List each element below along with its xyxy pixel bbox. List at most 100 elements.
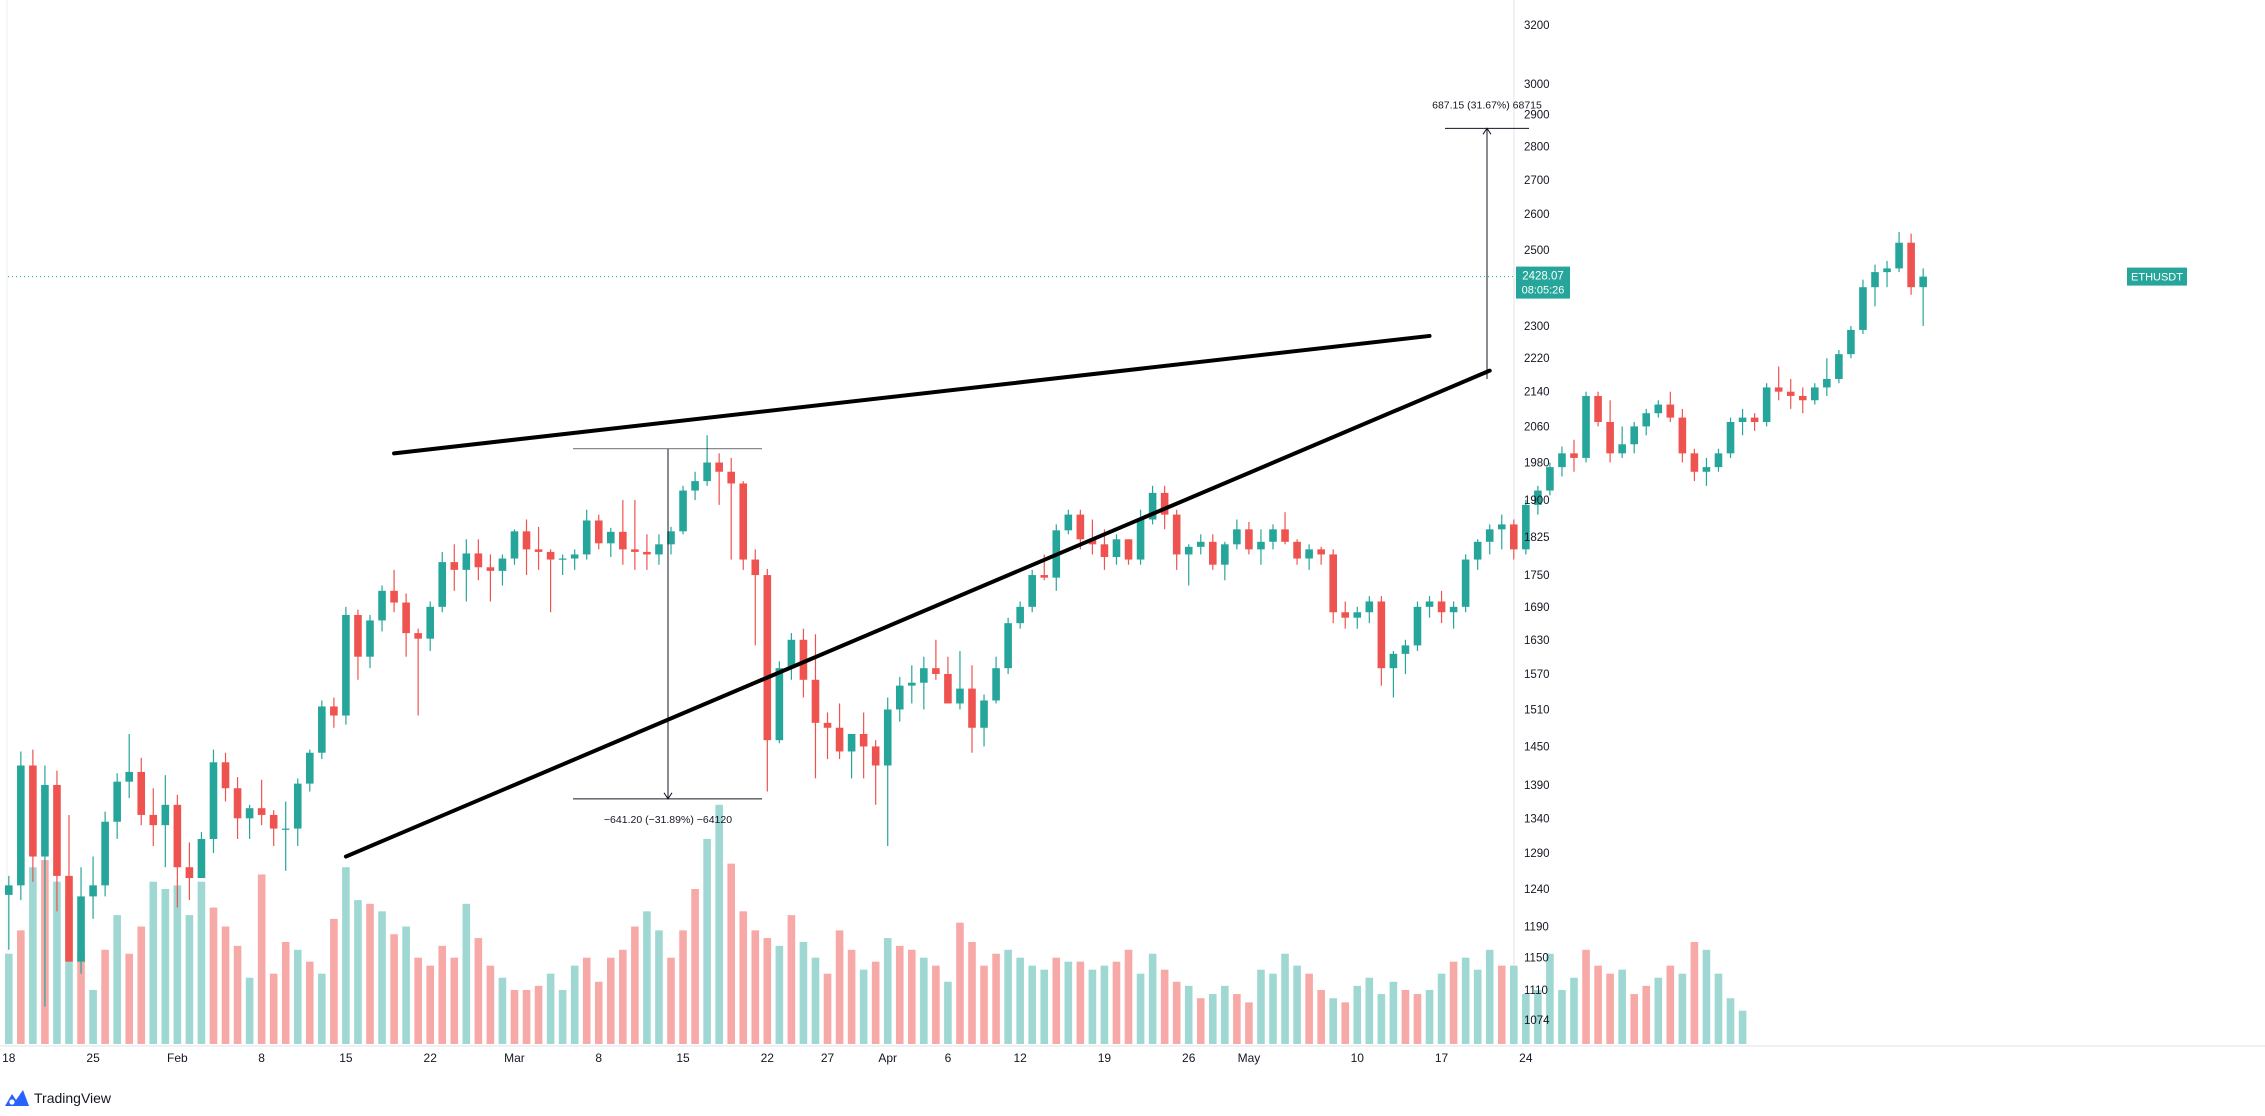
candle-body[interactable] bbox=[390, 590, 398, 603]
candle[interactable] bbox=[17, 751, 25, 901]
candle[interactable] bbox=[703, 435, 711, 486]
candle-body[interactable] bbox=[1702, 467, 1711, 472]
candle[interactable] bbox=[1437, 590, 1446, 624]
candle[interactable] bbox=[871, 740, 880, 805]
candle[interactable] bbox=[1774, 366, 1783, 401]
candle-body[interactable] bbox=[510, 531, 519, 559]
candle[interactable] bbox=[619, 500, 627, 565]
candle[interactable] bbox=[161, 775, 170, 868]
candle[interactable] bbox=[1726, 417, 1735, 458]
candle-body[interactable] bbox=[1895, 242, 1903, 269]
candle[interactable] bbox=[1642, 408, 1651, 436]
candle-body[interactable] bbox=[342, 614, 350, 716]
candle[interactable] bbox=[1883, 260, 1891, 288]
candle[interactable] bbox=[920, 656, 928, 710]
candle[interactable] bbox=[859, 712, 868, 779]
candle-body[interactable] bbox=[1811, 387, 1819, 401]
candle-body[interactable] bbox=[1401, 645, 1410, 654]
candle[interactable] bbox=[1919, 268, 1927, 326]
candle-body[interactable] bbox=[474, 553, 483, 568]
price-axis[interactable]: 3200 3000 2900 2800 2700 2600 2500 2300 2220 2140… bbox=[1524, 20, 1550, 1027]
candle[interactable] bbox=[1678, 408, 1687, 463]
candle-body[interactable] bbox=[1196, 541, 1205, 547]
candle-body[interactable] bbox=[1281, 529, 1289, 542]
candle[interactable] bbox=[883, 697, 892, 846]
candle[interactable] bbox=[1823, 358, 1831, 396]
candle-body[interactable] bbox=[1317, 549, 1325, 555]
candle-body[interactable] bbox=[1594, 395, 1602, 422]
candle-body[interactable] bbox=[1510, 524, 1518, 550]
candle-body[interactable] bbox=[763, 575, 772, 741]
candle[interactable] bbox=[823, 712, 832, 760]
candle[interactable] bbox=[29, 749, 37, 882]
candle-body[interactable] bbox=[77, 896, 85, 962]
candle[interactable] bbox=[1582, 391, 1590, 463]
candle-body[interactable] bbox=[257, 808, 266, 815]
candle[interactable] bbox=[1413, 601, 1422, 652]
candle-body[interactable] bbox=[1004, 623, 1012, 669]
candlesticks[interactable] bbox=[5, 231, 1927, 1007]
candle[interactable] bbox=[1835, 350, 1843, 384]
candle[interactable] bbox=[546, 549, 555, 613]
candle-body[interactable] bbox=[438, 562, 447, 607]
candle[interactable] bbox=[631, 500, 639, 570]
candle-body[interactable] bbox=[703, 462, 711, 482]
candle[interactable] bbox=[342, 606, 350, 725]
candle[interactable] bbox=[1064, 509, 1073, 535]
candle-body[interactable] bbox=[354, 614, 362, 657]
candle[interactable] bbox=[221, 752, 230, 802]
candle[interactable] bbox=[1377, 596, 1386, 686]
candle-body[interactable] bbox=[1798, 395, 1807, 401]
candle-body[interactable] bbox=[739, 483, 748, 560]
candle-body[interactable] bbox=[751, 559, 760, 576]
candle-body[interactable] bbox=[1774, 387, 1783, 392]
candle[interactable] bbox=[185, 842, 194, 901]
candle[interactable] bbox=[655, 534, 663, 565]
candle[interactable] bbox=[679, 485, 687, 535]
candle[interactable] bbox=[402, 593, 410, 657]
candle[interactable] bbox=[498, 554, 507, 586]
candle-body[interactable] bbox=[1786, 391, 1795, 396]
candle-body[interactable] bbox=[594, 520, 603, 544]
candle[interactable] bbox=[101, 811, 109, 897]
candle-body[interactable] bbox=[41, 784, 49, 857]
candle[interactable] bbox=[1690, 448, 1699, 482]
candle[interactable] bbox=[1618, 426, 1626, 458]
candle[interactable] bbox=[522, 519, 531, 576]
candle-body[interactable] bbox=[908, 682, 916, 686]
candle[interactable] bbox=[847, 733, 856, 779]
candle-body[interactable] bbox=[1172, 514, 1181, 555]
candle[interactable] bbox=[1341, 601, 1350, 629]
candle-body[interactable] bbox=[161, 804, 170, 826]
candle-body[interactable] bbox=[330, 706, 338, 716]
candle-body[interactable] bbox=[293, 783, 302, 829]
candle-body[interactable] bbox=[1040, 575, 1049, 578]
candle[interactable] bbox=[390, 569, 398, 613]
candle-body[interactable] bbox=[1919, 276, 1927, 288]
candle-body[interactable] bbox=[125, 771, 133, 782]
candle-body[interactable] bbox=[366, 620, 374, 657]
candle-body[interactable] bbox=[570, 554, 579, 559]
candle-body[interactable] bbox=[968, 688, 976, 728]
candle-body[interactable] bbox=[655, 544, 663, 555]
candle-body[interactable] bbox=[607, 531, 615, 544]
candle-body[interactable] bbox=[619, 531, 627, 550]
candle-body[interactable] bbox=[1377, 601, 1386, 669]
candle[interactable] bbox=[1714, 448, 1723, 472]
candle-body[interactable] bbox=[631, 549, 639, 552]
candle-body[interactable] bbox=[53, 784, 61, 876]
tradingview-brand[interactable]: TradingView bbox=[4, 1089, 111, 1107]
candle[interactable] bbox=[1594, 391, 1602, 427]
candle[interactable] bbox=[269, 810, 278, 846]
candle-body[interactable] bbox=[450, 562, 459, 570]
candle-body[interactable] bbox=[1329, 554, 1337, 613]
candle-body[interactable] bbox=[1522, 504, 1530, 550]
candle-body[interactable] bbox=[1269, 529, 1277, 542]
candle-body[interactable] bbox=[1606, 421, 1614, 454]
candle[interactable] bbox=[835, 703, 844, 760]
candle[interactable] bbox=[1811, 383, 1819, 405]
candle[interactable] bbox=[486, 554, 495, 602]
candle-body[interactable] bbox=[522, 531, 531, 550]
candle-body[interactable] bbox=[1546, 467, 1554, 491]
candle-body[interactable] bbox=[920, 668, 928, 683]
